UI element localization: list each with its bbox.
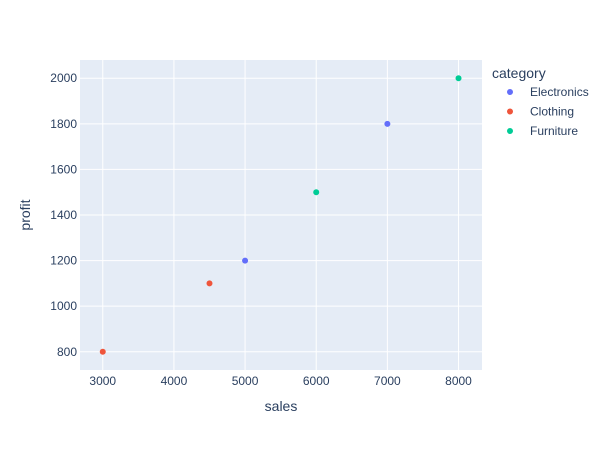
legend: category Electronics Clothing Furniture	[492, 65, 589, 138]
x-tick-label: 8000	[445, 374, 472, 388]
gridlines	[80, 60, 482, 370]
x-tick-label: 5000	[232, 374, 259, 388]
legend-label-clothing: Clothing	[530, 105, 574, 119]
legend-label-furniture: Furniture	[530, 124, 578, 138]
data-point-electronics	[384, 120, 391, 127]
legend-label-electronics: Electronics	[530, 85, 589, 99]
x-tick-label: 6000	[303, 374, 330, 388]
y-tick-label: 1800	[50, 117, 77, 131]
x-tick-label: 3000	[89, 374, 116, 388]
legend-marker-electronics	[507, 89, 513, 95]
y-tick-label: 2000	[50, 71, 77, 85]
data-point-clothing	[206, 280, 213, 287]
x-tick-label: 7000	[374, 374, 401, 388]
x-tick-label: 4000	[161, 374, 188, 388]
legend-marker-clothing	[507, 108, 513, 115]
y-tick-label: 1600	[50, 162, 77, 176]
data-points	[99, 75, 462, 355]
y-tick-label: 1400	[50, 208, 77, 222]
y-tick-label: 1200	[50, 254, 77, 268]
x-axis-title: sales	[265, 398, 298, 414]
x-axis-ticks: 3000 4000 5000 6000 7000 8000	[89, 374, 472, 388]
data-point-furniture	[455, 75, 462, 82]
data-point-electronics	[242, 257, 249, 264]
data-point-clothing	[99, 348, 106, 355]
y-axis-title: profit	[17, 199, 33, 230]
legend-marker-furniture	[507, 128, 513, 134]
data-point-furniture	[313, 189, 320, 196]
y-tick-label: 800	[57, 345, 77, 359]
legend-title: category	[492, 65, 546, 81]
y-tick-label: 1000	[50, 299, 77, 313]
y-axis-ticks: 800 1000 1200 1400 1600 1800 2000	[50, 71, 77, 359]
